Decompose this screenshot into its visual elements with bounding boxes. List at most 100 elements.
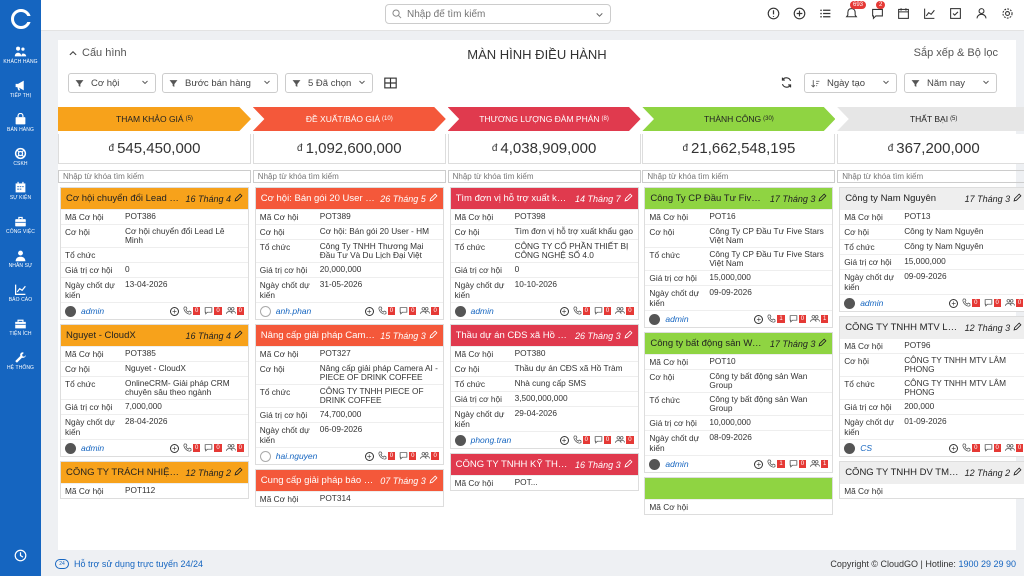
history-icon[interactable]: [0, 549, 41, 562]
meeting-count[interactable]: 0: [615, 306, 634, 317]
sidebar-item-4[interactable]: Sự kiện: [0, 174, 41, 208]
card-owner[interactable]: admin: [665, 314, 689, 324]
call-count[interactable]: 0: [183, 442, 201, 454]
report-icon[interactable]: [922, 6, 936, 20]
add-activity-icon[interactable]: +: [754, 314, 764, 324]
card-header[interactable]: Nguyet - CloudX 16 Tháng 4: [61, 325, 248, 346]
card-header[interactable]: [645, 478, 833, 499]
edit-icon[interactable]: [624, 330, 633, 342]
card-owner[interactable]: admin: [470, 306, 494, 316]
call-count[interactable]: 0: [378, 305, 396, 317]
opportunity-card[interactable]: Công ty bất động sản Wan ... 17 Tháng 3 Mã…: [644, 332, 834, 473]
card-header[interactable]: Cơ hội: Bán gói 20 User - HM 26 Tháng 5: [255, 188, 443, 209]
opportunity-card[interactable]: Nâng cấp giải pháp Camera ...15 Tháng 3M…: [254, 324, 444, 465]
card-header[interactable]: Công ty bất động sản Wan ... 17 Tháng 3: [645, 333, 833, 354]
call-count[interactable]: 0: [183, 305, 201, 317]
comment-count[interactable]: 0: [204, 443, 222, 454]
opportunity-card[interactable]: Cơ hội chuyển đổi Lead Lê Minh 16 Tháng 4…: [60, 187, 249, 320]
opportunity-card[interactable]: Mã Cơ hội: [644, 477, 834, 515]
edit-icon[interactable]: [624, 459, 633, 471]
module-filter[interactable]: Cơ hội: [68, 73, 156, 93]
meeting-count[interactable]: 0: [615, 435, 634, 446]
edit-icon[interactable]: [234, 193, 243, 205]
notification-icon[interactable]: 693: [844, 1, 867, 20]
edit-icon[interactable]: [1013, 322, 1022, 334]
stage-header[interactable]: THAM KHẢO GIÁ (5): [58, 107, 251, 131]
card-header[interactable]: Nâng cấp giải pháp Camera ...15 Tháng 3: [255, 325, 443, 346]
edit-icon[interactable]: [429, 475, 438, 487]
calendar-icon[interactable]: [896, 6, 910, 20]
card-owner[interactable]: phong.tran: [470, 435, 512, 445]
edit-icon[interactable]: [1013, 467, 1022, 479]
sidebar-item-1[interactable]: Tiếp thị: [0, 72, 41, 106]
global-search[interactable]: [385, 4, 611, 24]
opportunity-card[interactable]: Công ty Nam Nguyên 17 Tháng 3 Mã Cơ hội POT…: [839, 187, 1024, 312]
meeting-count[interactable]: 0: [1005, 443, 1024, 454]
opportunity-card[interactable]: CÔNG TY TRÁCH NHIỆM H... 12 Tháng 2 Mã Cơ …: [60, 461, 249, 499]
card-header[interactable]: Cung cấp giải pháp báo mật... 07 Tháng 3: [255, 470, 443, 491]
gear-icon[interactable]: [1000, 6, 1014, 20]
card-header[interactable]: Công ty Nam Nguyên 17 Tháng 3: [840, 188, 1024, 209]
call-count[interactable]: 0: [962, 442, 980, 454]
meeting-count[interactable]: 0: [420, 306, 439, 317]
add-activity-icon[interactable]: +: [169, 443, 179, 453]
column-search[interactable]: [58, 170, 251, 183]
alert-icon[interactable]: [766, 6, 780, 20]
meeting-count[interactable]: 0: [1005, 298, 1024, 309]
edit-icon[interactable]: [429, 193, 438, 205]
meeting-count[interactable]: 0: [225, 443, 244, 454]
card-header[interactable]: CÔNG TY TNHH MTV LÂM ... 12 Tháng 3: [840, 317, 1024, 338]
comment-count[interactable]: 0: [594, 306, 612, 317]
call-count[interactable]: 0: [573, 305, 590, 317]
stage-header[interactable]: ĐỀ XUẤT/BÁO GIÁ (10): [252, 107, 446, 131]
add-activity-icon[interactable]: +: [364, 306, 374, 316]
card-owner[interactable]: admin: [81, 306, 105, 316]
column-search-input[interactable]: [842, 172, 1024, 181]
add-icon[interactable]: [792, 6, 806, 20]
chevron-down-icon[interactable]: [595, 10, 604, 19]
edit-icon[interactable]: [818, 193, 827, 205]
comment-count[interactable]: 0: [789, 314, 807, 325]
period-filter[interactable]: Năm nay: [904, 73, 997, 93]
edit-icon[interactable]: [234, 467, 243, 479]
sort-filter-link[interactable]: Sắp xếp & Bộ lọc: [913, 47, 998, 59]
card-owner[interactable]: anh.phan: [275, 306, 312, 316]
card-header[interactable]: CÔNG TY TRÁCH NHIỆM H... 12 Tháng 2: [61, 462, 248, 483]
stage-header[interactable]: THƯƠNG LƯỢNG ĐÀM PHÁN (8): [447, 107, 641, 131]
comment-count[interactable]: 0: [204, 306, 222, 317]
list-icon[interactable]: [818, 6, 832, 20]
card-header[interactable]: CÔNG TY TNHH DV TM QU... 12 Tháng 2: [840, 462, 1024, 483]
opportunity-card[interactable]: Công Ty CP Đầu Tư Five Sta...17 Tháng 3M…: [644, 187, 834, 328]
stage-filter[interactable]: Bước bán hàng: [162, 73, 278, 93]
card-header[interactable]: Tìm đơn vị hỗ trợ xuất khẩu ... 14 Tháng …: [450, 188, 638, 209]
layout-grid-icon[interactable]: [384, 77, 397, 91]
card-header[interactable]: CÔNG TY TNHH KỸ THUẬT ...16 Tháng 3: [450, 454, 638, 475]
add-activity-icon[interactable]: +: [949, 443, 959, 453]
card-header[interactable]: Cơ hội chuyển đổi Lead Lê Minh 16 Tháng 4: [61, 188, 248, 209]
comment-count[interactable]: 0: [984, 298, 1001, 309]
edit-icon[interactable]: [624, 193, 633, 205]
column-search-input[interactable]: [647, 172, 835, 181]
meeting-count[interactable]: 0: [225, 306, 244, 317]
sidebar-item-0[interactable]: Khách hàng: [0, 38, 41, 72]
global-search-input[interactable]: [407, 8, 595, 20]
card-owner[interactable]: admin: [81, 443, 105, 453]
cloudgo-logo[interactable]: [0, 0, 41, 38]
opportunity-card[interactable]: Tìm đơn vị hỗ trợ xuất khẩu ... 14 Tháng …: [449, 187, 639, 320]
comment-count[interactable]: 0: [789, 459, 807, 470]
comment-count[interactable]: 0: [594, 435, 612, 446]
opportunity-card[interactable]: Cơ hội: Bán gói 20 User - HM 26 Tháng 5 Mã…: [254, 187, 444, 320]
config-toggle[interactable]: Cấu hình: [68, 47, 127, 59]
date-field-filter[interactable]: Ngày tạo: [804, 73, 897, 93]
opportunity-card[interactable]: Thầu dự án CĐS xã Hồ Tràm 26 Tháng 3 Mã Cơ…: [449, 324, 639, 449]
meeting-count[interactable]: 1: [810, 314, 829, 325]
card-header[interactable]: Công Ty CP Đầu Tư Five Sta...17 Tháng 3: [645, 188, 833, 209]
refresh-icon[interactable]: [780, 76, 793, 91]
card-owner[interactable]: hai.nguyen: [275, 451, 318, 461]
user-icon[interactable]: [974, 6, 988, 20]
add-activity-icon[interactable]: +: [364, 451, 374, 461]
add-activity-icon[interactable]: +: [949, 298, 959, 308]
meeting-count[interactable]: 0: [420, 451, 439, 462]
opportunity-card[interactable]: Nguyet - CloudX 16 Tháng 4 Mã Cơ hội POT385…: [60, 324, 249, 457]
edit-icon[interactable]: [234, 330, 243, 342]
